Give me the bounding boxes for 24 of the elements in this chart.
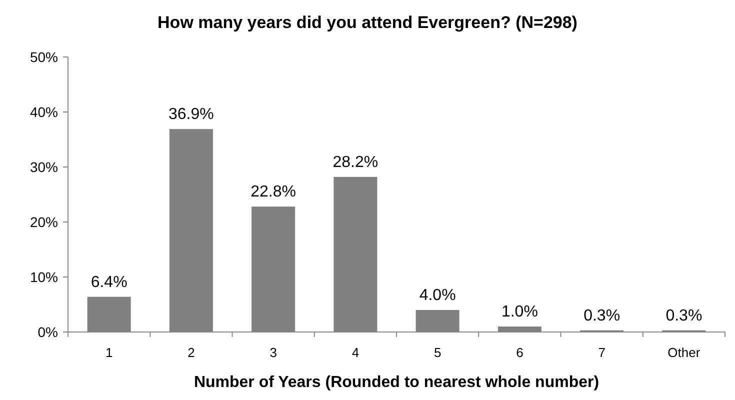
data-label: 36.9% (168, 106, 214, 124)
y-tick-label: 40% (30, 104, 58, 120)
x-tick-label: 7 (598, 345, 606, 360)
x-tick-label: Other (668, 345, 701, 360)
data-label: 1.0% (501, 304, 538, 320)
x-axis-title: Number of Years (Rounded to nearest whole number) (194, 374, 600, 391)
x-tick-label: 1 (105, 345, 113, 360)
data-label: 6.4% (90, 274, 128, 291)
y-tick-label: 10% (30, 268, 58, 285)
x-tick-label: 4 (352, 345, 360, 360)
x-tick-label: 3 (270, 345, 277, 360)
data-label: 0.3% (584, 307, 620, 324)
y-tick-label: 30% (30, 158, 58, 175)
chart-title: How many years did you attend Evergreen? (N=298) (158, 13, 578, 32)
y-tick-label: 0% (38, 324, 58, 340)
data-label: 0.3% (666, 307, 702, 324)
y-tick-label: 20% (30, 214, 58, 230)
data-label: 22.8% (250, 184, 296, 201)
y-tick-label: 50% (30, 48, 58, 65)
data-label: 28.2% (332, 154, 378, 171)
x-tick-label: 6 (516, 345, 524, 360)
data-label: 4.0% (419, 287, 456, 304)
x-tick-label: 5 (434, 345, 442, 360)
x-tick-label: 2 (188, 345, 195, 360)
